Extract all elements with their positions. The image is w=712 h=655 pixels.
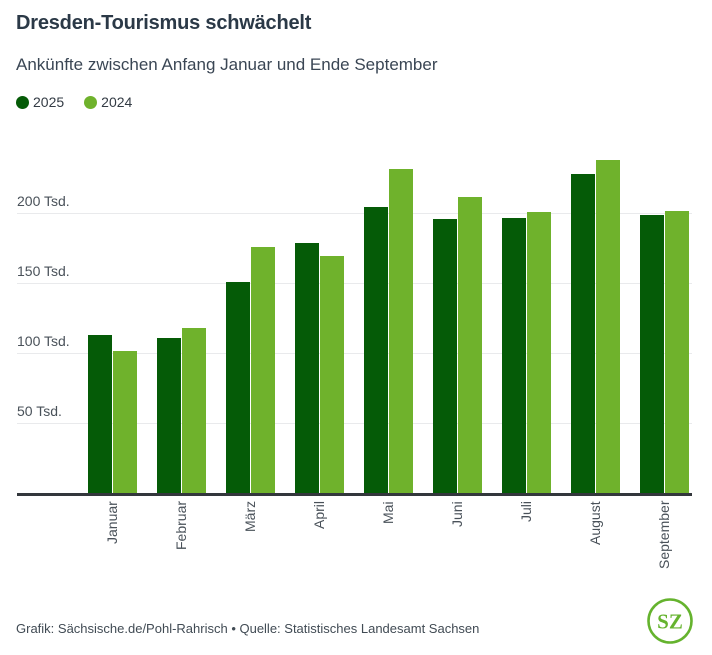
y-tick-label-150: 150 Tsd. <box>17 262 70 279</box>
bar-2024-juli <box>527 212 551 494</box>
x-tick-label-januar: Januar <box>103 501 120 544</box>
footer-credit: Grafik: Sächsische.de/Pohl-Rahrisch • Qu… <box>16 621 480 636</box>
bar-2025-september <box>640 214 664 494</box>
sz-logo: SZ <box>647 598 693 644</box>
x-axis-line <box>17 493 692 496</box>
bar-2024-januar <box>113 350 137 494</box>
gridline-100 <box>17 353 692 354</box>
legend-dot-2024-icon <box>84 95 98 109</box>
legend: 2025 2024 <box>16 94 132 110</box>
legend-label-2024: 2024 <box>101 94 133 110</box>
y-tick-label-200: 200 Tsd. <box>17 192 70 209</box>
gridline-150 <box>17 283 692 284</box>
bar-2024-september <box>665 210 689 494</box>
y-tick-label-100: 100 Tsd. <box>17 332 70 349</box>
bar-2025-märz <box>226 282 250 494</box>
bar-2024-april <box>320 255 344 494</box>
bar-2024-februar <box>182 328 206 494</box>
x-tick-label-august: August <box>586 501 603 545</box>
bar-2024-mai <box>389 168 413 494</box>
sz-logo-ring <box>647 598 693 644</box>
legend-label-2025: 2025 <box>33 94 65 110</box>
x-tick-label-mai: Mai <box>379 501 396 524</box>
legend-item-2024: 2024 <box>84 94 132 110</box>
gridline-50 <box>17 423 692 424</box>
bar-2024-august <box>596 160 620 494</box>
x-tick-label-februar: Februar <box>172 501 189 551</box>
x-tick-label-juli: Juli <box>517 501 534 523</box>
x-tick-label-juni: Juni <box>448 501 465 527</box>
bar-2025-februar <box>157 338 181 494</box>
page-title: Dresden-Tourismus schwächelt <box>16 12 312 34</box>
x-tick-label-märz: März <box>241 501 258 533</box>
sz-logo-text: SZ <box>657 610 683 634</box>
x-tick-label-april: April <box>310 501 327 530</box>
legend-item-2025: 2025 <box>16 94 64 110</box>
y-tick-label-50: 50 Tsd. <box>17 402 62 419</box>
bar-2025-juli <box>502 217 526 494</box>
bar-2025-juni <box>433 219 457 494</box>
bar-2024-juni <box>458 196 482 494</box>
bar-2025-januar <box>88 335 112 494</box>
gridline-200 <box>17 213 692 214</box>
bar-2025-mai <box>364 206 388 494</box>
chart-subtitle: Ankünfte zwischen Anfang Januar und Ende… <box>16 55 438 74</box>
bar-2025-april <box>295 242 319 494</box>
legend-dot-2025-icon <box>16 95 29 109</box>
x-tick-label-september: September <box>655 501 672 570</box>
bar-2025-august <box>571 174 595 494</box>
bar-2024-märz <box>251 247 275 494</box>
